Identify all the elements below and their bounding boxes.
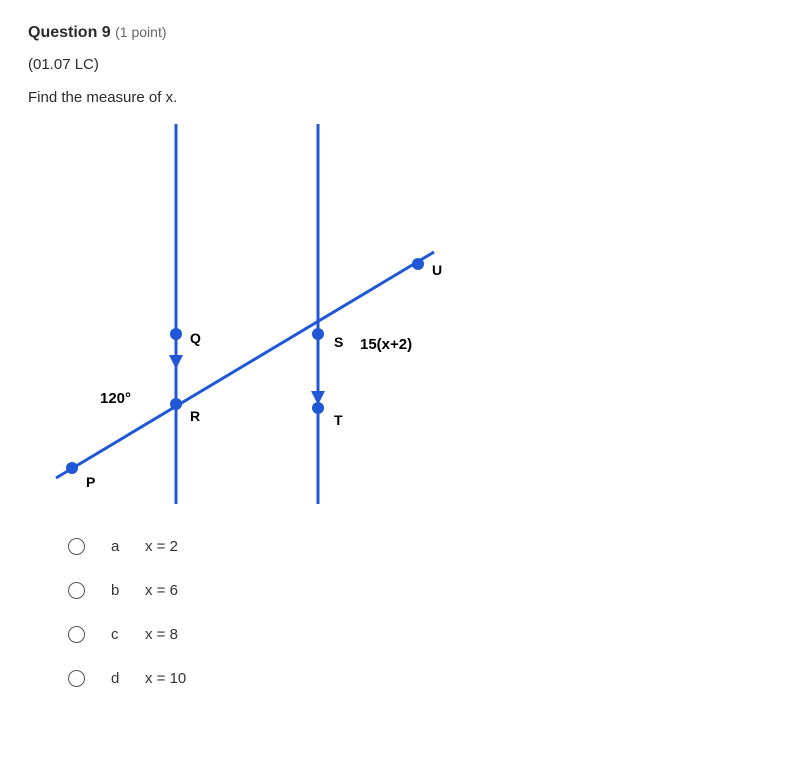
point-label-s: S — [334, 334, 343, 350]
angle-label-right: 15(x+2) — [360, 336, 412, 353]
point-label-p: P — [86, 474, 95, 490]
option-letter: d — [111, 670, 145, 687]
question-title: Question 9 — [28, 24, 111, 41]
question-points: (1 point) — [115, 24, 166, 40]
question-code: (01.07 LC) — [28, 56, 772, 73]
diagram-svg — [28, 114, 468, 514]
question-header: Question 9 (1 point) — [28, 24, 772, 42]
option-letter: a — [111, 538, 145, 555]
radio-icon[interactable] — [68, 670, 85, 687]
angle-label-left: 120° — [100, 390, 131, 407]
point-label-u: U — [432, 262, 442, 278]
option-text: x = 6 — [145, 582, 178, 599]
radio-icon[interactable] — [68, 538, 85, 555]
radio-icon[interactable] — [68, 626, 85, 643]
option-letter: c — [111, 626, 145, 643]
option-row-a[interactable]: ax = 2 — [68, 524, 772, 568]
option-row-b[interactable]: bx = 6 — [68, 568, 772, 612]
answer-options: ax = 2bx = 6cx = 8dx = 10 — [28, 524, 772, 700]
geometry-diagram: P Q R S T U 120° 15(x+2) — [28, 114, 468, 514]
option-text: x = 10 — [145, 670, 186, 687]
option-text: x = 8 — [145, 626, 178, 643]
point-label-t: T — [334, 412, 343, 428]
radio-icon[interactable] — [68, 582, 85, 599]
option-row-c[interactable]: cx = 8 — [68, 612, 772, 656]
option-text: x = 2 — [145, 538, 178, 555]
question-prompt: Find the measure of x. — [28, 89, 772, 106]
question-page: Question 9 (1 point) (01.07 LC) Find the… — [0, 0, 800, 724]
point-label-r: R — [190, 408, 200, 424]
option-row-d[interactable]: dx = 10 — [68, 656, 772, 700]
option-letter: b — [111, 582, 145, 599]
point-label-q: Q — [190, 330, 201, 346]
